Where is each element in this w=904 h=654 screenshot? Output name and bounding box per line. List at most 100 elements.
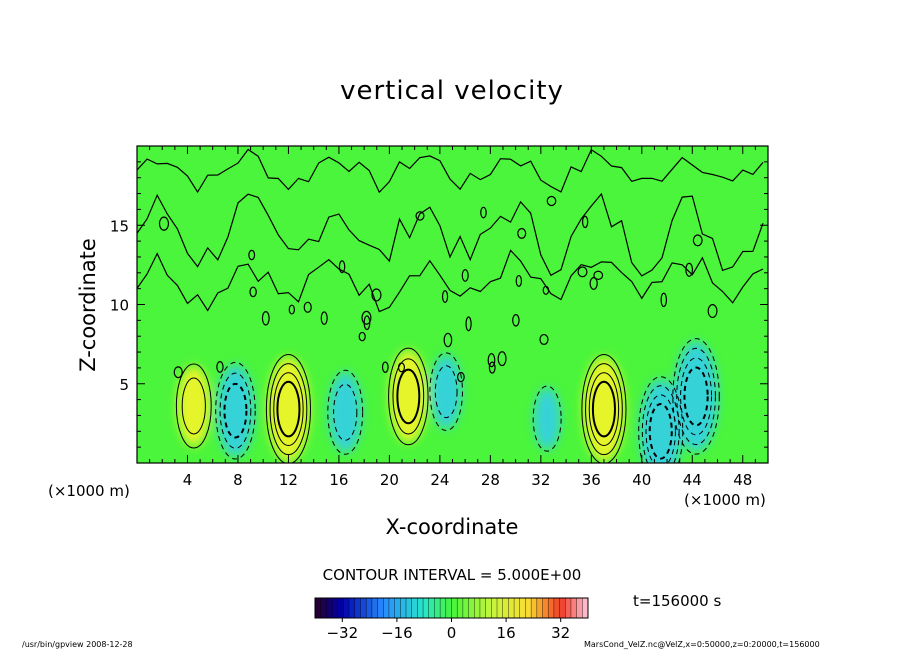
zero-contour-loop [216, 361, 224, 373]
x-tick-label: 24 [430, 471, 449, 489]
colorbar-cell [582, 598, 589, 618]
zero-contour-loop [158, 216, 170, 231]
contour-line [680, 357, 713, 436]
colorbar-cell [383, 598, 390, 618]
colorbar-cell [440, 598, 447, 618]
colorbar-cell [406, 598, 412, 618]
colorbar-cell [326, 598, 333, 618]
zero-contour-loop [415, 211, 425, 221]
colorbar-cell [411, 598, 418, 618]
zero-contour-loop [320, 311, 328, 325]
colorbar-tick-label: −32 [326, 624, 358, 642]
colorbar-cell [468, 598, 475, 618]
x-tick-label: 8 [233, 471, 243, 489]
contour-line [648, 403, 673, 460]
zero-contour-loop [685, 262, 694, 277]
zero-contour-loop [371, 288, 382, 302]
colorbar-cell [457, 598, 464, 618]
y-tick-label: 15 [110, 217, 129, 235]
zero-contour-loop [288, 304, 295, 315]
zero-contour-loop [517, 228, 527, 239]
colorbar-cell [451, 598, 458, 618]
x-unit-left: (×1000 m) [48, 482, 130, 500]
colorbar-cell [366, 598, 373, 618]
zero-contour [137, 192, 764, 277]
colorbar-cell [576, 598, 583, 618]
contour-line [396, 368, 421, 425]
colorbar-cell [559, 598, 566, 618]
y-tick-label: 10 [110, 297, 129, 315]
colorbar-cell [485, 598, 492, 618]
contour-line [585, 363, 623, 456]
plot-area [137, 146, 768, 463]
colorbar-cell [423, 598, 430, 618]
contour-line [333, 383, 358, 441]
zero-contour-loop [542, 285, 550, 295]
footer-right: MarsCond_VelZ.nc@VelZ,x=0:50000,z=0:2000… [584, 640, 820, 649]
x-tick-label: 16 [329, 471, 348, 489]
zero-contour-loop [692, 234, 703, 247]
footer-left: /usr/bin/gpview 2008-12-28 [22, 640, 133, 649]
colorbar-tick-label: 32 [551, 624, 570, 642]
zero-contour-loop [249, 286, 257, 298]
x-axis-label: X-coordinate [385, 515, 519, 539]
contour-line [591, 380, 616, 438]
y-axis-label: Z-coordinate [76, 238, 100, 372]
colorbar-cell [388, 598, 395, 618]
zero-contour [137, 148, 764, 194]
zero-contour-loop [660, 292, 668, 308]
contour-line [429, 352, 463, 432]
contour-line [388, 347, 429, 446]
colorbar-cell [349, 598, 356, 618]
zero-contour-loop [577, 266, 588, 278]
zero-contour-loop [465, 316, 472, 332]
colorbar-cell [565, 598, 572, 618]
colorbar-cell [519, 598, 526, 618]
chart-title: vertical velocity [340, 76, 564, 106]
colorbar-cell [377, 598, 384, 618]
zero-contour-loop [443, 332, 453, 348]
zero-contour-loop [441, 290, 449, 303]
x-tick-label: 28 [481, 471, 500, 489]
zero-contour-loop [581, 215, 589, 229]
colorbar-cell [553, 598, 560, 618]
colorbar-cell [428, 598, 435, 618]
colorbar-cell [542, 598, 549, 618]
zero-contour-loop [593, 270, 604, 280]
zero-contour-loop [397, 362, 405, 373]
contour-line [532, 385, 562, 452]
colorbar-cell [479, 598, 486, 618]
zero-contour [137, 249, 764, 313]
zero-contour-loop [381, 361, 389, 373]
colorbar-cell [502, 598, 509, 618]
colorbar-cell [570, 598, 577, 618]
zero-contour-loop [358, 331, 366, 342]
updraft-core [389, 350, 428, 443]
x-tick-label: 44 [683, 471, 702, 489]
colorbar-cell [445, 598, 452, 618]
colorbar-cell [536, 598, 543, 618]
colorbar-cell [508, 598, 515, 618]
colorbar-cell [371, 598, 378, 618]
colorbar-cell [315, 598, 321, 618]
contour-line [181, 377, 206, 435]
zero-contour-loop [480, 206, 487, 219]
zero-contour-loop [248, 249, 256, 261]
downdraft-core [216, 364, 255, 457]
contour-line [588, 372, 620, 447]
x-unit-right: (×1000 m) [684, 491, 766, 509]
colorbar-cell [332, 598, 339, 618]
colorbar-cell [462, 598, 469, 618]
colorbar-cell [320, 598, 327, 618]
colorbar-cell [434, 598, 441, 618]
contour-line [683, 366, 709, 427]
colorbar-tick-label: 0 [447, 624, 457, 642]
zero-contour-loop [173, 366, 183, 379]
contour-line [175, 363, 212, 449]
colorbar-tick-label: 16 [497, 624, 516, 642]
zero-contour-loop [457, 371, 465, 383]
zero-contour-loop [303, 301, 312, 313]
x-tick-label: 40 [632, 471, 651, 489]
contour-line [645, 394, 676, 463]
